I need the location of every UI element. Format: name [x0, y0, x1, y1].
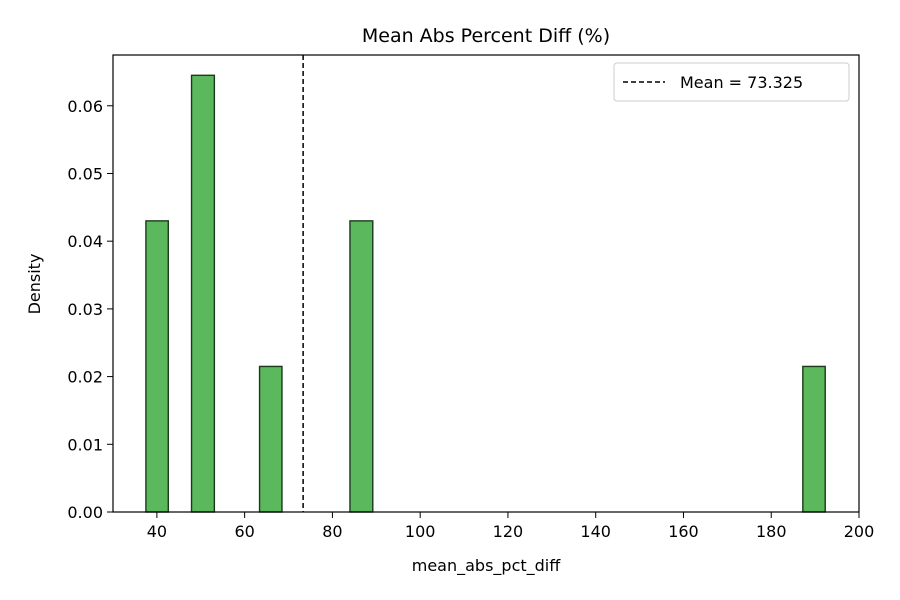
bar-2 [258, 365, 283, 513]
y-axis-label: Density [25, 254, 44, 315]
y-tick-label-0: 0.00 [67, 503, 103, 522]
y-axis-ticks: 0.00 0.01 0.02 0.03 0.04 0.05 0.06 [67, 97, 113, 522]
bar-0 [145, 220, 169, 513]
y-tick-label-5: 0.05 [67, 164, 103, 183]
chart-title: Mean Abs Percent Diff (%) [362, 25, 610, 47]
x-tick-label-4: 120 [493, 522, 524, 541]
x-tick-label-1: 60 [234, 522, 254, 541]
legend-box [613, 62, 850, 102]
x-axis-ticks: 40 60 80 100 120 140 160 180 200 [147, 512, 875, 541]
y-tick-label-4: 0.04 [67, 232, 103, 251]
bar-4 [802, 365, 826, 513]
bar-3 [349, 220, 374, 513]
x-tick-label-3: 100 [405, 522, 436, 541]
y-tick-label-6: 0.06 [67, 97, 103, 116]
x-tick-label-5: 140 [580, 522, 611, 541]
bar-1 [190, 74, 216, 513]
plot-frame [112, 54, 860, 513]
x-tick-label-6: 160 [668, 522, 699, 541]
legend: Mean = 73.325 [613, 62, 850, 102]
x-tick-label-0: 40 [147, 522, 167, 541]
x-tick-label-2: 80 [322, 522, 342, 541]
bars-group [145, 74, 826, 513]
legend-entry-mean: Mean = 73.325 [680, 73, 803, 92]
y-tick-label-1: 0.01 [67, 435, 103, 454]
y-tick-label-2: 0.02 [67, 368, 103, 387]
x-tick-label-7: 180 [756, 522, 787, 541]
x-tick-label-8: 200 [844, 522, 875, 541]
x-axis-label: mean_abs_pct_diff [412, 556, 562, 576]
y-tick-label-3: 0.03 [67, 300, 103, 319]
